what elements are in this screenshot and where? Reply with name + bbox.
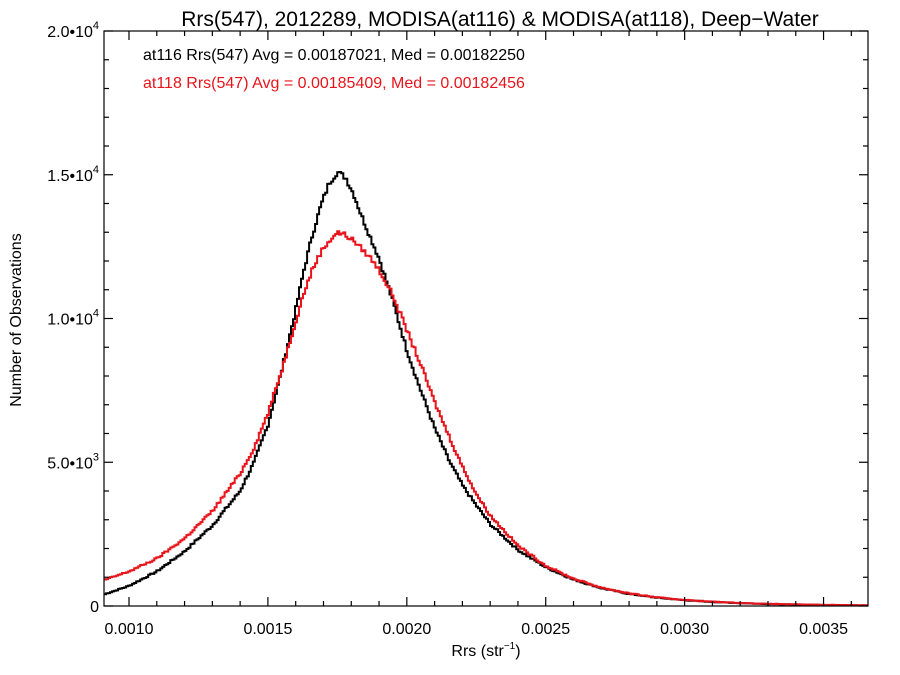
annotation-1: at116 Rrs(547) Avg = 0.00187021, Med = 0… [143,47,525,64]
annotation-2: at118 Rrs(547) Avg = 0.00185409, Med = 0… [143,75,525,92]
y-tick-mantissa: 2.0•10 [47,24,93,41]
x-axis-label-end: ) [515,643,520,660]
x-tick-label: 0.0025 [521,621,570,638]
y-tick-mantissa: 5.0•10 [47,455,93,472]
x-axis-label-sup: −1 [504,641,516,652]
y-tick-label: 2.0•104 [47,20,99,41]
x-tick-label: 0.0010 [105,621,154,638]
y-tick-label: 1.0•104 [47,308,99,329]
y-tick-exponent: 4 [93,164,99,176]
series-layer [104,171,868,607]
y-tick-label: 5.0•103 [47,451,99,472]
x-axis-label: Rrs (str−1) [451,641,520,660]
chart-title: Rrs(547), 2012289, MODISA(at116) & MODIS… [181,8,818,31]
series-line-2 [104,230,868,607]
y-tick-label: 0 [90,599,99,616]
x-tick-label: 0.0015 [243,621,292,638]
y-tick-exponent: 3 [93,451,99,463]
x-tick-label: 0.0020 [382,621,431,638]
y-tick-mantissa: 1.5•10 [47,168,93,185]
annotations: at116 Rrs(547) Avg = 0.00187021, Med = 0… [143,47,525,92]
y-tick-exponent: 4 [93,308,99,320]
y-tick-mantissa: 1.0•10 [47,312,93,329]
x-tick-label: 0.0035 [799,621,848,638]
y-tick-mantissa: 0 [90,599,99,616]
y-axis-label: Number of Observations [8,233,25,406]
y-tick-exponent: 4 [93,20,99,32]
x-axis-label-main: Rrs (str [451,643,504,660]
y-tick-label: 1.5•104 [47,164,99,185]
ticks-layer: 0.0010 0.0015 0.0020 0.0025 0.0030 0.0035 0 5.0… [47,20,868,638]
series-line-1 [104,171,868,607]
x-tick-label: 0.0030 [660,621,709,638]
